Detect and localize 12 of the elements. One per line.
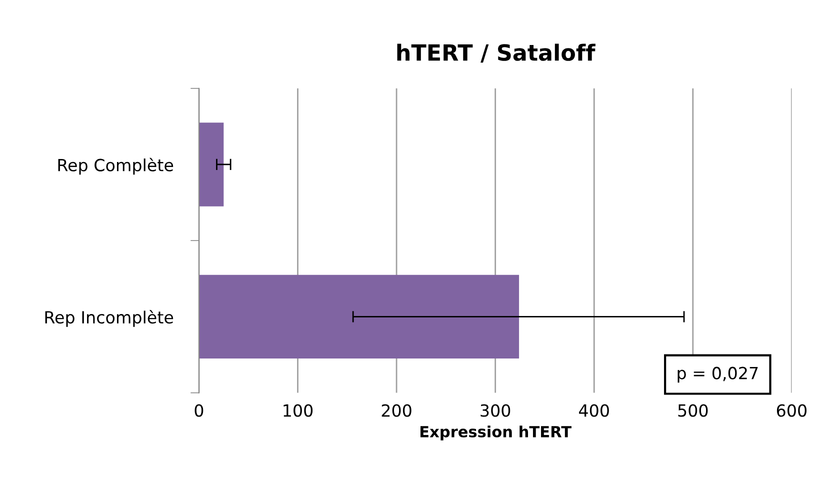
x-tick-label: 200 [382,404,412,417]
x-tick-label: 500 [678,404,708,417]
x-tick-label: 0 [194,404,204,417]
y-tick-label: Rep Incomplète [45,310,174,327]
y-tick-label: Rep Complète [58,158,174,175]
chart-title: hTERT / Sataloff [397,44,596,63]
x-tick-label: 300 [480,404,510,417]
x-tick-label: 600 [776,404,806,417]
annotation: p = 0,027 [678,366,758,383]
x-tick-label: 100 [284,404,313,417]
x-tick-label: 400 [579,404,609,417]
x-axis-title: Expression hTERT [420,426,572,440]
